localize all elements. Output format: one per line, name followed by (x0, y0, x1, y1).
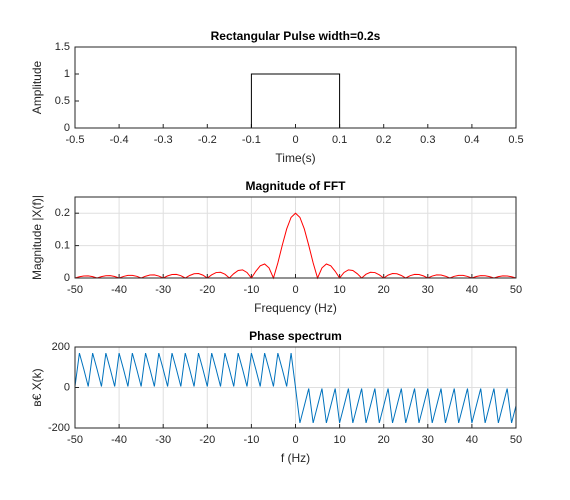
y-tick-label: -200 (48, 422, 70, 434)
x-tick-label: 40 (466, 284, 478, 296)
chart-title: Magnitude of FFT (246, 179, 347, 193)
y-tick-label: 0 (64, 122, 70, 134)
x-tick-label: 0.3 (420, 134, 435, 146)
x-tick-label: -30 (155, 434, 171, 446)
x-tick-label: -40 (111, 284, 127, 296)
x-tick-label: -0.2 (198, 134, 217, 146)
x-axis-label: Frequency (Hz) (254, 301, 337, 315)
x-tick-label: -50 (67, 284, 83, 296)
x-tick-label: 0.5 (508, 134, 523, 146)
y-tick-label: 1 (64, 68, 70, 80)
axes-box (74, 196, 517, 279)
x-tick-label: 0.1 (332, 134, 347, 146)
y-axis-label: Amplitude (30, 61, 44, 115)
x-tick-label: -20 (199, 284, 215, 296)
y-tick-label: 0.2 (55, 207, 70, 219)
x-tick-label: -20 (199, 434, 215, 446)
chart-title: Rectangular Pulse width=0.2s (211, 29, 381, 43)
y-tick-label: 0 (64, 272, 70, 284)
x-tick-label: 10 (333, 434, 345, 446)
y-tick-label: 0 (64, 381, 70, 393)
x-tick-label: -0.5 (66, 134, 85, 146)
y-tick-label: 200 (52, 341, 70, 353)
axes-box (74, 346, 517, 429)
chart-title: Phase spectrum (249, 329, 342, 343)
y-axis-label: Magnitude |X(f)| (30, 195, 44, 280)
y-tick-label: 1.5 (55, 41, 70, 53)
y-tick-label: 0.5 (55, 95, 70, 107)
x-tick-label: 50 (510, 434, 522, 446)
x-tick-label: 0 (292, 134, 298, 146)
x-axis-label: f (Hz) (281, 451, 310, 465)
data-line (74, 352, 517, 424)
x-tick-label: 40 (466, 434, 478, 446)
x-tick-label: 0 (292, 284, 298, 296)
y-tick-label: 0.1 (55, 240, 70, 252)
x-tick-label: 0.2 (376, 134, 391, 146)
x-tick-label: 10 (333, 284, 345, 296)
x-tick-label: 0 (292, 434, 298, 446)
x-tick-label: -30 (155, 284, 171, 296)
data-line (74, 212, 517, 280)
x-tick-label: 30 (422, 434, 434, 446)
x-tick-label: -0.1 (242, 134, 261, 146)
x-tick-label: 30 (422, 284, 434, 296)
x-tick-label: -0.3 (154, 134, 173, 146)
x-tick-label: -10 (243, 434, 259, 446)
x-axis-label: Time(s) (275, 151, 315, 165)
x-tick-label: 50 (510, 284, 522, 296)
x-tick-label: 20 (378, 284, 390, 296)
x-tick-label: -40 (111, 434, 127, 446)
y-axis-label: в€ X(k) (30, 368, 44, 406)
x-tick-label: -0.4 (110, 134, 129, 146)
x-tick-label: 20 (378, 434, 390, 446)
x-tick-label: -50 (67, 434, 83, 446)
x-tick-label: -10 (243, 284, 259, 296)
x-tick-label: 0.4 (464, 134, 479, 146)
plot-area (75, 47, 516, 128)
axes-box (74, 46, 517, 129)
